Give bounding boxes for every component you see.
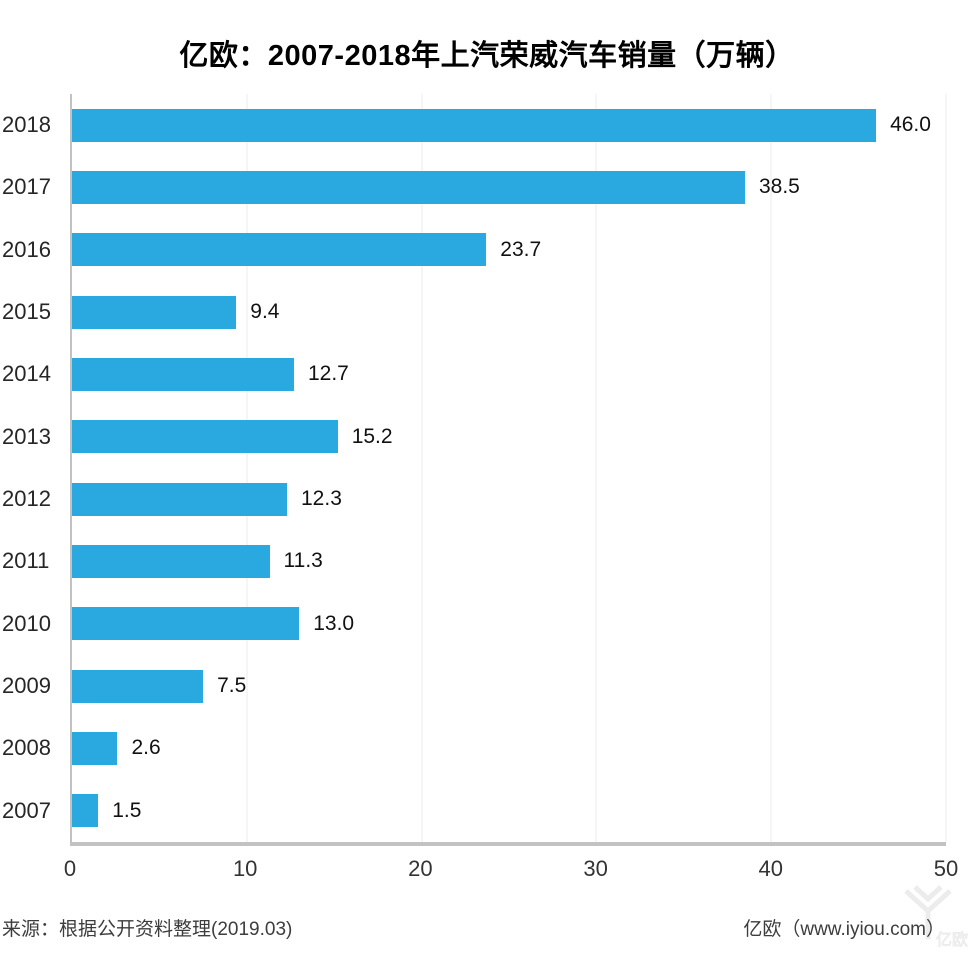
bar xyxy=(72,669,204,703)
bar-row: 46.0 xyxy=(72,94,946,156)
bar xyxy=(72,607,300,641)
value-label: 2.6 xyxy=(131,736,161,760)
bar xyxy=(72,357,294,391)
y-axis-label: 2010 xyxy=(2,610,51,636)
value-label: 11.3 xyxy=(283,549,323,573)
bar-rows: 46.0 38.5 23.7 9.4 12.7 15.2 12.3 11.3 13.0 7.5 2.… xyxy=(72,94,946,842)
y-axis-label: 2011 xyxy=(2,548,50,574)
y-axis-label: 2007 xyxy=(2,797,51,823)
x-axis-tick-label: 0 xyxy=(63,856,77,881)
value-label: 7.5 xyxy=(217,674,247,698)
brand-credit: 亿欧（www.iyiou.com） xyxy=(743,919,945,940)
chart-title: 亿欧：2007-2018年上汽荣威汽车销量（万辆） xyxy=(179,40,795,72)
value-label: 23.7 xyxy=(500,237,542,261)
bar-chart: 2018 2017 2016 2015 2014 2013 2012 2011 2010 2009… xyxy=(0,94,947,846)
x-axis: 0 10 20 30 40 50 xyxy=(64,846,958,888)
value-label: 46.0 xyxy=(890,113,931,137)
value-label: 9.4 xyxy=(250,300,280,324)
bar-row: 15.2 xyxy=(72,406,946,468)
gridline xyxy=(595,94,597,842)
y-axis-label: 2016 xyxy=(2,236,51,262)
gridline xyxy=(246,94,248,842)
value-label: 12.3 xyxy=(301,487,342,511)
x-axis-tick-label: 10 xyxy=(232,856,258,881)
bar-row: 12.7 xyxy=(72,343,946,405)
x-axis-tick-label: 30 xyxy=(583,856,608,881)
source-note: 来源：根据公开资料整理(2019.03) xyxy=(2,919,293,940)
y-axis-label: 2008 xyxy=(2,735,51,761)
value-label: 15.2 xyxy=(351,424,393,448)
y-axis-label: 2012 xyxy=(2,486,51,512)
y-axis-label: 2015 xyxy=(2,299,51,325)
gridline xyxy=(421,94,423,842)
bar-row: 2.6 xyxy=(72,717,946,779)
value-label: 1.5 xyxy=(112,798,142,822)
x-axis-tick-label: 50 xyxy=(933,856,959,881)
bar xyxy=(72,544,270,578)
chart-footer: 来源：根据公开资料整理(2019.03) 亿欧（www.iyiou.com） xyxy=(0,914,974,945)
bar xyxy=(72,170,745,204)
y-axis-label: 2013 xyxy=(2,423,51,449)
y-axis-label: 2009 xyxy=(2,673,51,699)
bar-row: 38.5 xyxy=(72,156,946,218)
bar-row: 9.4 xyxy=(72,281,946,343)
y-axis-label: 2014 xyxy=(2,361,51,387)
value-label: 12.7 xyxy=(307,362,349,386)
y-axis-label: 2018 xyxy=(2,112,51,138)
plot-area: 46.0 38.5 23.7 9.4 12.7 15.2 12.3 11.3 13.0 7.5 2.… xyxy=(70,94,947,846)
bar-row: 7.5 xyxy=(72,655,946,717)
bar xyxy=(72,295,237,329)
bar xyxy=(72,108,877,142)
value-label: 13.0 xyxy=(313,611,355,635)
bar xyxy=(72,233,487,267)
bar-row: 12.3 xyxy=(72,468,946,530)
value-label: 38.5 xyxy=(758,175,800,199)
bar xyxy=(72,731,118,765)
gridline xyxy=(770,94,772,842)
bar-row: 13.0 xyxy=(72,593,946,655)
y-axis-labels: 2018 2017 2016 2015 2014 2013 2012 2011 2010 2009… xyxy=(0,94,70,842)
bar xyxy=(72,482,287,516)
x-axis-tick-label: 40 xyxy=(758,856,784,881)
bar xyxy=(72,420,338,454)
bar xyxy=(72,794,99,828)
bar-row: 23.7 xyxy=(72,219,946,281)
gridline xyxy=(945,94,947,842)
bar-row: 11.3 xyxy=(72,530,946,592)
y-axis-label: 2017 xyxy=(2,174,51,200)
x-axis-tick-label: 20 xyxy=(408,856,433,881)
bar-row: 1.5 xyxy=(72,780,946,842)
